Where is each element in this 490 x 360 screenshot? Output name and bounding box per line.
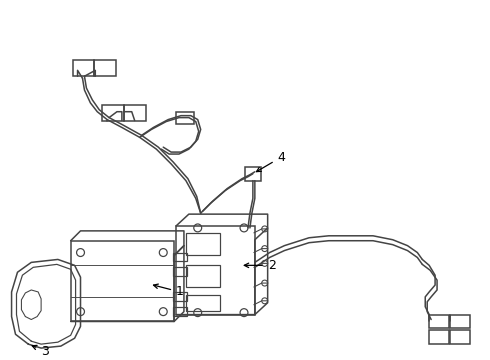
- Bar: [186, 233, 220, 255]
- Text: 3: 3: [32, 345, 49, 357]
- Text: 1: 1: [153, 284, 184, 298]
- Bar: [173, 267, 187, 276]
- Bar: [429, 315, 449, 328]
- Bar: [429, 330, 449, 344]
- Bar: [73, 60, 94, 76]
- Bar: [71, 241, 174, 321]
- Text: 4: 4: [256, 150, 285, 172]
- Bar: [102, 105, 124, 121]
- Bar: [173, 253, 187, 261]
- Bar: [450, 330, 469, 344]
- Text: 2: 2: [244, 259, 275, 272]
- Bar: [186, 295, 220, 311]
- Bar: [176, 226, 255, 315]
- Bar: [94, 60, 116, 76]
- Bar: [186, 265, 220, 287]
- Bar: [173, 307, 187, 316]
- Bar: [173, 292, 187, 301]
- Bar: [245, 167, 261, 181]
- Bar: [124, 105, 146, 121]
- Bar: [176, 112, 194, 123]
- Bar: [450, 315, 469, 328]
